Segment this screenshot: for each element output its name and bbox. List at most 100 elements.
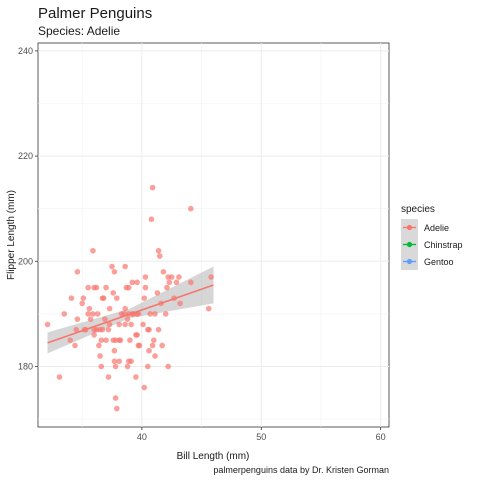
data-point — [188, 280, 194, 286]
data-point — [150, 185, 156, 191]
data-point — [128, 322, 134, 328]
data-point — [125, 364, 131, 370]
data-point — [102, 316, 108, 322]
x-axis-title: Bill Length (mm) — [177, 451, 250, 462]
data-point — [146, 348, 152, 354]
data-point — [141, 385, 147, 391]
legend-label-adelie: Adelie — [424, 223, 449, 233]
data-point — [126, 285, 132, 291]
data-point — [75, 269, 81, 275]
data-point — [188, 206, 194, 212]
y-axis-title: Flipper Length (mm) — [6, 190, 17, 280]
data-point — [152, 353, 158, 359]
data-point — [85, 311, 91, 317]
data-point — [152, 311, 158, 317]
data-point — [122, 322, 128, 328]
data-point — [113, 364, 119, 370]
data-point — [206, 306, 212, 312]
data-point — [141, 295, 147, 301]
data-point — [137, 343, 143, 349]
data-point — [103, 285, 109, 291]
x-tick-label: 40 — [137, 432, 147, 442]
data-point — [110, 290, 116, 296]
data-point — [163, 311, 169, 317]
data-point — [100, 327, 106, 333]
data-point — [143, 274, 149, 280]
data-point — [88, 316, 94, 322]
data-point — [151, 337, 157, 343]
data-point — [149, 216, 155, 222]
data-point — [112, 358, 118, 364]
y-tick-label: 220 — [18, 151, 33, 161]
data-point — [90, 248, 96, 254]
data-point — [208, 274, 214, 280]
data-point — [156, 327, 162, 333]
data-point — [72, 343, 78, 349]
data-point — [164, 285, 170, 291]
data-point — [85, 285, 91, 291]
data-point — [140, 322, 146, 328]
data-point — [128, 358, 134, 364]
data-point — [145, 364, 151, 370]
data-point — [75, 316, 81, 322]
data-point — [91, 332, 97, 338]
data-point — [133, 374, 139, 380]
data-point — [57, 374, 63, 380]
data-point — [147, 311, 153, 317]
data-point — [116, 322, 122, 328]
data-point — [174, 280, 180, 286]
data-point — [134, 280, 140, 286]
x-tick-label: 60 — [376, 432, 386, 442]
legend-label-gentoo: Gentoo — [424, 257, 454, 267]
data-point — [150, 343, 156, 349]
data-point — [176, 274, 182, 280]
data-point — [112, 348, 118, 354]
data-point — [97, 353, 103, 359]
data-point — [67, 337, 73, 343]
data-point — [167, 280, 173, 286]
data-point — [114, 295, 120, 301]
legend-label-chinstrap: Chinstrap — [424, 240, 463, 250]
data-point — [127, 337, 133, 343]
data-point — [98, 364, 104, 370]
legend-key-point — [407, 242, 412, 247]
chart-subtitle: Species: Adelie — [38, 24, 120, 38]
data-point — [169, 274, 175, 280]
chart-title: Palmer Penguins — [38, 5, 152, 22]
data-point — [101, 295, 107, 301]
data-point — [90, 311, 96, 317]
data-point — [109, 264, 115, 270]
y-axis-ticks: 180 200 220 240 — [18, 46, 38, 372]
x-tick-label: 50 — [256, 432, 266, 442]
data-point — [98, 337, 104, 343]
data-point — [125, 316, 131, 322]
legend: species Adelie Chinstrap Gentoo — [401, 204, 463, 270]
data-point — [79, 301, 85, 307]
y-tick-label: 240 — [18, 46, 33, 56]
legend-title: species — [401, 204, 435, 215]
data-point — [69, 295, 75, 301]
data-point — [114, 406, 120, 412]
data-point — [157, 253, 163, 259]
plot-panel — [38, 43, 389, 427]
x-axis-ticks: 40 50 60 — [137, 427, 386, 442]
y-tick-label: 200 — [18, 256, 33, 266]
data-point — [122, 306, 128, 312]
data-point — [130, 280, 136, 286]
y-tick-label: 180 — [18, 362, 33, 372]
data-point — [112, 269, 118, 275]
data-point — [96, 343, 102, 349]
data-point — [118, 337, 124, 343]
data-point — [61, 311, 67, 317]
data-point — [161, 269, 167, 275]
data-point — [155, 290, 161, 296]
data-point — [156, 248, 162, 254]
data-point — [159, 343, 165, 349]
data-point — [143, 285, 149, 291]
legend-entries: Adelie Chinstrap Gentoo — [401, 219, 463, 270]
chart-caption: palmerpenguins data by Dr. Kristen Gorma… — [213, 465, 389, 475]
data-point — [81, 295, 87, 301]
data-point — [146, 327, 152, 333]
data-point — [103, 337, 109, 343]
